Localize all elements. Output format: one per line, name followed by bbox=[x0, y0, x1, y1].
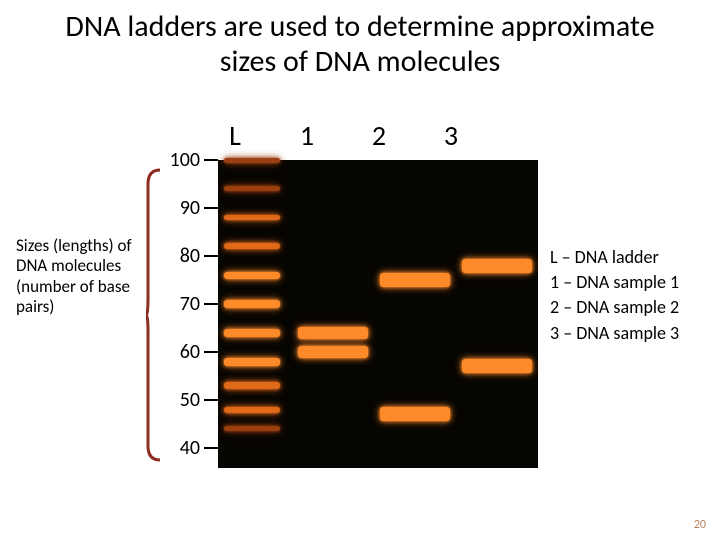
y-tick: 40 bbox=[164, 436, 218, 460]
gel-band-L bbox=[224, 358, 280, 366]
lane-header-2: 2 bbox=[362, 118, 396, 153]
legend: L – DNA ladder 1 – DNA sample 1 2 – DNA … bbox=[550, 245, 679, 346]
y-axis-caption: Sizes (lengths) of DNA molecules (number… bbox=[16, 236, 136, 318]
y-tick-value: 100 bbox=[164, 148, 204, 172]
y-tick-value: 70 bbox=[164, 292, 204, 316]
gel-band-L bbox=[224, 186, 280, 191]
y-tick-mark bbox=[204, 303, 218, 305]
legend-line-3: 3 – DNA sample 3 bbox=[550, 321, 679, 346]
gel-band-3 bbox=[462, 359, 532, 373]
y-tick: 100 bbox=[164, 148, 218, 172]
y-tick-mark bbox=[204, 255, 218, 257]
gel-image bbox=[218, 160, 538, 468]
gel-band-L bbox=[224, 300, 280, 308]
gel-band-L bbox=[224, 215, 280, 220]
gel-band-L bbox=[224, 243, 280, 249]
y-tick-mark bbox=[204, 447, 218, 449]
y-tick-value: 40 bbox=[164, 436, 204, 460]
y-tick: 70 bbox=[164, 292, 218, 316]
gel-band-1 bbox=[298, 346, 368, 358]
y-tick-mark bbox=[204, 399, 218, 401]
gel-band-3 bbox=[462, 259, 532, 273]
y-tick-value: 80 bbox=[164, 244, 204, 268]
axis-bracket bbox=[146, 168, 160, 462]
gel-band-L bbox=[224, 382, 280, 389]
y-tick: 80 bbox=[164, 244, 218, 268]
y-tick: 60 bbox=[164, 340, 218, 364]
lane-header-3: 3 bbox=[434, 118, 468, 153]
y-tick-mark bbox=[204, 207, 218, 209]
lane-header-L: L bbox=[218, 118, 252, 153]
gel-band-L bbox=[224, 272, 280, 279]
gel-band-2 bbox=[380, 407, 450, 421]
gel-band-2 bbox=[380, 273, 450, 287]
y-tick-mark bbox=[204, 159, 218, 161]
gel-band-L bbox=[224, 158, 280, 163]
lane-header-1: 1 bbox=[290, 118, 324, 153]
page-title: DNA ladders are used to determine approx… bbox=[0, 0, 720, 79]
legend-line-2: 2 – DNA sample 2 bbox=[550, 295, 679, 320]
gel-band-L bbox=[224, 407, 280, 413]
y-tick-mark bbox=[204, 351, 218, 353]
gel-band-L bbox=[224, 426, 280, 431]
lane-headers: L 1 2 3 bbox=[218, 118, 468, 153]
legend-line-L: L – DNA ladder bbox=[550, 245, 679, 270]
y-tick: 50 bbox=[164, 388, 218, 412]
gel-band-1 bbox=[298, 327, 368, 339]
y-tick-value: 50 bbox=[164, 388, 204, 412]
y-tick: 90 bbox=[164, 196, 218, 220]
gel-band-L bbox=[224, 329, 280, 337]
y-tick-value: 60 bbox=[164, 340, 204, 364]
y-tick-value: 90 bbox=[164, 196, 204, 220]
slide-number: 20 bbox=[694, 518, 706, 532]
legend-line-1: 1 – DNA sample 1 bbox=[550, 270, 679, 295]
